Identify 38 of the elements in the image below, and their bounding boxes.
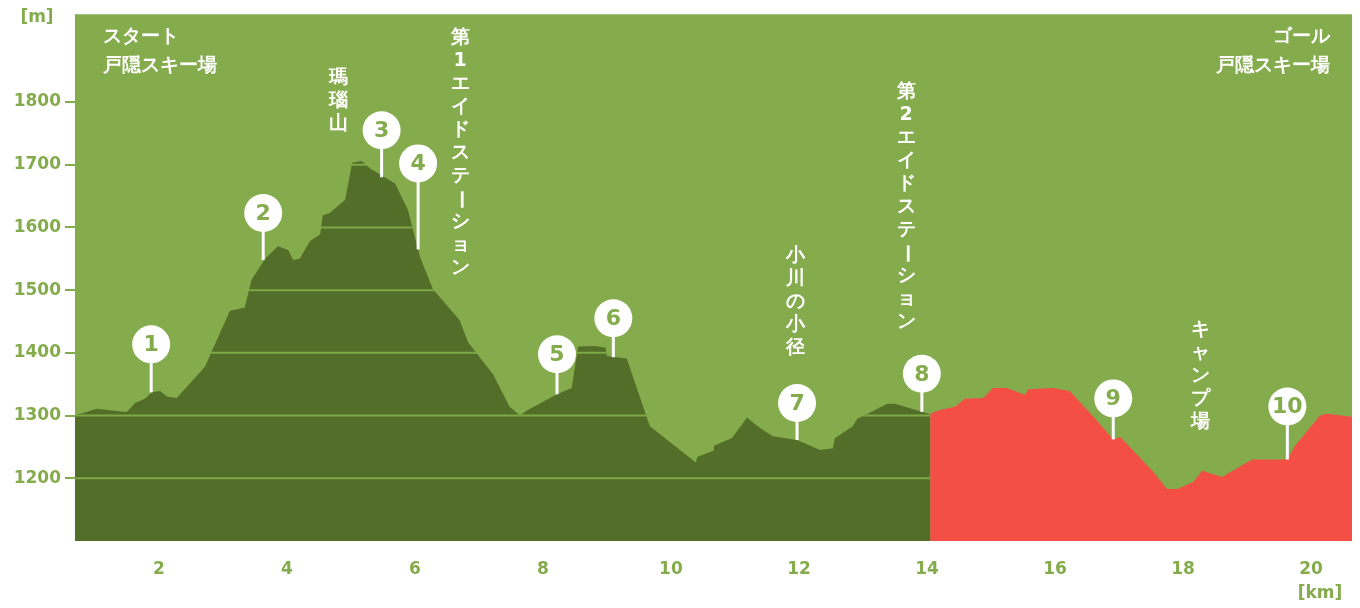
annotation: 6 (605, 304, 621, 330)
x-tick-label: 16 (1043, 557, 1067, 578)
y-tick-label: 1500 (13, 278, 62, 299)
x-tick-label: 18 (1171, 557, 1195, 578)
annotation: 戸隠スキー場 (1215, 52, 1330, 75)
annotation: 3 (373, 116, 390, 142)
x-tick-label: 14 (915, 557, 939, 578)
text: 第1エイドステーション (450, 24, 474, 277)
annotation: スタート (103, 23, 179, 46)
y-tick-label: 1700 (13, 153, 62, 174)
annotation: 2 (255, 199, 271, 225)
annotation: 10 (1272, 393, 1303, 419)
y-tick-label: 1200 (13, 466, 62, 487)
x-tick-label: 6 (408, 557, 421, 578)
annotation: 4 (410, 150, 426, 176)
annotation: 小川の小径 (784, 242, 806, 357)
annotation: 5 (549, 340, 565, 366)
x-tick-label: 4 (280, 557, 293, 578)
x-tick-label: 10 (659, 557, 683, 578)
y-tick-label: 1400 (13, 341, 62, 362)
annotation: 8 (914, 360, 930, 386)
x-tick-label: 12 (787, 557, 811, 578)
x-tick-label: 20 (1299, 557, 1324, 578)
x-axis-title: [km] (1297, 582, 1343, 603)
annotation: キャンプ場 (1189, 316, 1211, 431)
annotation: 9 (1105, 385, 1121, 411)
annotation: 瑪瑙山 (327, 64, 348, 133)
annotation: ゴール (1273, 23, 1331, 46)
y-tick-label: 1800 (13, 90, 62, 111)
annotation: 1 (143, 331, 159, 357)
text: 第2エイドステーション (896, 78, 920, 331)
annotation: 7 (789, 389, 805, 415)
x-tick-label: 2 (152, 557, 165, 578)
y-tick-label: 1300 (13, 403, 62, 424)
y-tick-label: 1600 (13, 215, 62, 236)
y-axis-title: [m] (20, 6, 54, 27)
x-tick-label: 8 (536, 557, 549, 578)
annotation: 戸隠スキー場 (102, 52, 217, 75)
